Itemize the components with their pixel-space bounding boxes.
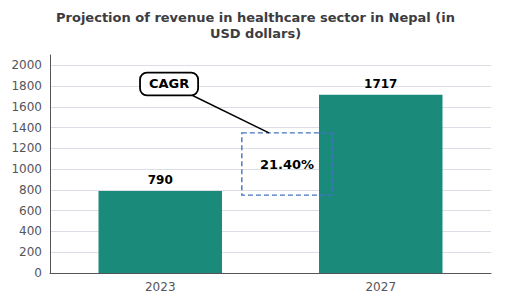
svg-text:USD dollars): USD dollars) [210,26,301,41]
svg-text:800: 800 [19,183,42,197]
svg-text:0: 0 [34,266,42,280]
svg-text:1717: 1717 [364,77,397,91]
svg-text:Projection of revenue in healt: Projection of revenue in healthcare sect… [56,10,455,25]
svg-text:1200: 1200 [11,141,42,155]
svg-text:2027: 2027 [365,280,396,294]
svg-text:200: 200 [19,245,42,259]
svg-text:1800: 1800 [11,79,42,93]
svg-text:790: 790 [148,173,173,187]
svg-text:21.40%: 21.40% [260,157,314,172]
svg-text:1400: 1400 [11,121,42,135]
svg-text:400: 400 [19,224,42,238]
svg-text:2023: 2023 [145,280,176,294]
svg-text:600: 600 [19,204,42,218]
svg-text:2000: 2000 [11,58,42,72]
svg-text:1000: 1000 [11,162,42,176]
svg-text:1600: 1600 [11,100,42,114]
svg-text:CAGR: CAGR [149,76,189,91]
